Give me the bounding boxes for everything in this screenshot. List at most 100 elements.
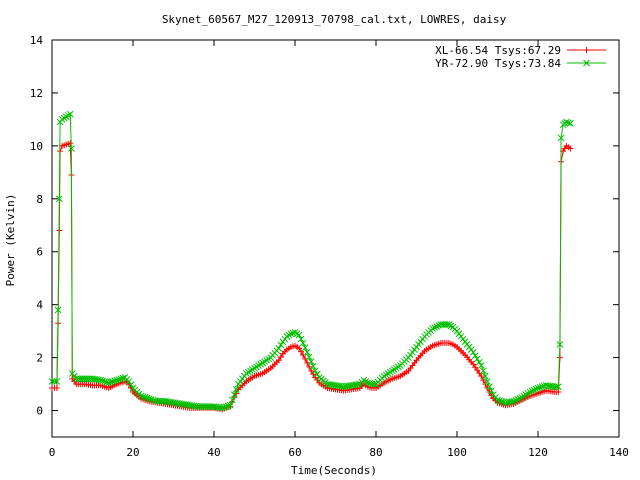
data-point bbox=[486, 383, 493, 391]
data-point bbox=[277, 341, 285, 349]
data-point bbox=[471, 352, 479, 359]
data-point bbox=[435, 322, 443, 329]
data-point bbox=[55, 195, 63, 203]
data-point bbox=[481, 372, 489, 380]
series-1 bbox=[49, 140, 574, 413]
x-tick-label: 80 bbox=[369, 446, 382, 459]
data-point bbox=[296, 345, 303, 352]
data-point bbox=[53, 378, 61, 385]
data-point bbox=[433, 323, 441, 330]
data-point bbox=[554, 383, 562, 391]
x-tick-label: 0 bbox=[49, 446, 56, 459]
data-point bbox=[299, 339, 307, 347]
data-point bbox=[275, 344, 283, 352]
data-point bbox=[115, 376, 123, 383]
data-point bbox=[494, 396, 501, 404]
y-axis-label: Power (Kelvin) bbox=[4, 194, 17, 287]
x-tick-label: 20 bbox=[126, 446, 139, 459]
data-point bbox=[125, 378, 133, 385]
data-point bbox=[528, 387, 536, 395]
data-point bbox=[488, 387, 495, 395]
legend-marker bbox=[583, 47, 590, 53]
legend-label: YR-72.90 Tsys:73.84 bbox=[435, 57, 561, 70]
y-tick-label: 12 bbox=[30, 87, 43, 100]
data-point bbox=[113, 376, 121, 384]
data-point bbox=[137, 392, 145, 400]
data-point bbox=[117, 375, 125, 383]
data-point bbox=[477, 362, 485, 369]
data-point bbox=[475, 358, 483, 366]
data-point bbox=[67, 140, 74, 147]
data-point bbox=[478, 373, 485, 380]
data-point bbox=[105, 379, 113, 387]
data-point bbox=[469, 348, 477, 356]
data-point bbox=[305, 353, 313, 361]
data-point bbox=[97, 376, 104, 384]
x-tick-label: 40 bbox=[207, 446, 220, 459]
data-point bbox=[149, 396, 157, 404]
data-point bbox=[111, 377, 119, 385]
data-point bbox=[101, 378, 109, 385]
data-point bbox=[309, 362, 317, 370]
data-point bbox=[479, 367, 487, 375]
data-point bbox=[275, 357, 282, 364]
data-point bbox=[287, 330, 295, 338]
data-point bbox=[498, 397, 505, 405]
data-point bbox=[304, 359, 311, 366]
x-tick-label: 60 bbox=[288, 446, 301, 459]
data-point bbox=[119, 374, 127, 382]
y-tick-label: 0 bbox=[36, 405, 43, 418]
data-point bbox=[53, 385, 60, 392]
data-point bbox=[298, 348, 305, 355]
data-point bbox=[307, 358, 315, 365]
data-point bbox=[147, 395, 155, 403]
data-point bbox=[510, 397, 518, 405]
data-point bbox=[310, 371, 317, 378]
data-point bbox=[364, 379, 372, 387]
data-point bbox=[95, 376, 102, 384]
data-point bbox=[311, 367, 319, 375]
data-point bbox=[473, 355, 481, 363]
y-tick-label: 10 bbox=[30, 140, 43, 153]
data-point bbox=[51, 378, 58, 385]
data-point bbox=[230, 391, 238, 399]
data-point bbox=[552, 383, 560, 391]
x-axis-label: Time(Seconds) bbox=[291, 464, 377, 477]
series-2 bbox=[48, 110, 574, 412]
data-point bbox=[68, 145, 75, 152]
data-point bbox=[484, 378, 491, 385]
data-point bbox=[139, 393, 147, 400]
data-point bbox=[66, 110, 74, 118]
data-point bbox=[222, 403, 230, 410]
x-tick-label: 120 bbox=[528, 446, 548, 459]
data-point bbox=[301, 344, 309, 352]
legend-marker bbox=[583, 59, 590, 67]
data-point bbox=[109, 378, 117, 385]
data-point bbox=[538, 383, 546, 391]
data-point bbox=[555, 389, 562, 396]
data-point bbox=[54, 306, 62, 314]
plot-frame bbox=[51, 39, 620, 438]
y-tick-label: 8 bbox=[36, 193, 43, 206]
data-series bbox=[48, 110, 574, 413]
data-point bbox=[313, 370, 321, 378]
chart-title: Skynet_60567_M27_120913_70798_cal.txt, L… bbox=[162, 13, 507, 26]
data-point bbox=[224, 402, 232, 410]
y-tick-label: 2 bbox=[36, 352, 43, 365]
data-point bbox=[530, 386, 538, 394]
data-point bbox=[107, 378, 115, 386]
data-point bbox=[431, 324, 439, 331]
data-point bbox=[567, 120, 574, 127]
data-point bbox=[557, 134, 565, 142]
data-point bbox=[297, 335, 305, 343]
x-tick-label: 100 bbox=[447, 446, 467, 459]
data-point bbox=[277, 353, 284, 360]
data-point bbox=[516, 394, 524, 402]
data-point bbox=[232, 386, 240, 393]
data-point bbox=[536, 384, 544, 391]
data-point bbox=[508, 398, 516, 405]
data-point bbox=[556, 341, 564, 348]
data-point bbox=[567, 145, 574, 152]
